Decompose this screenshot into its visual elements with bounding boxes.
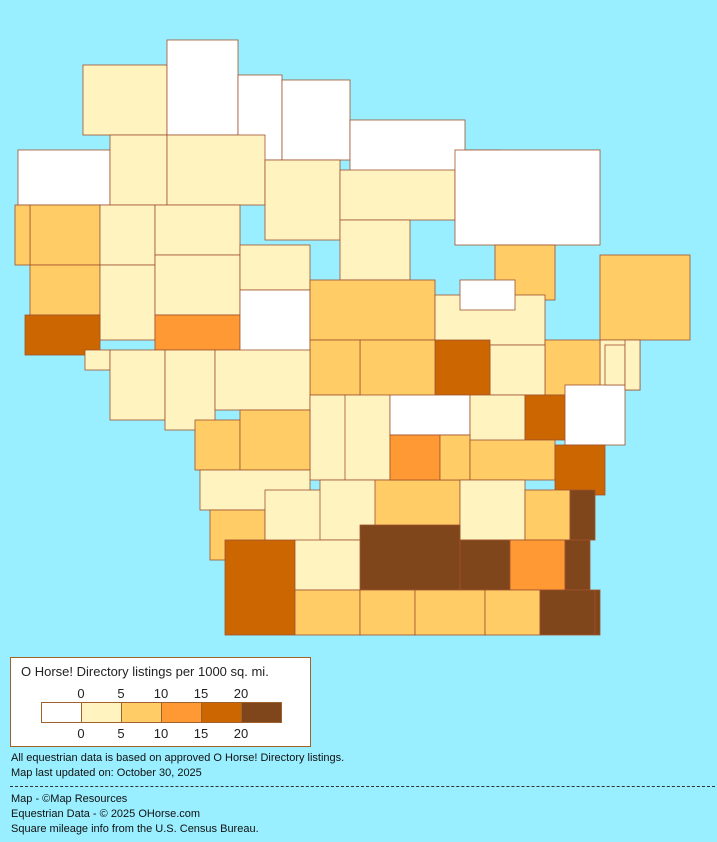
legend-tick-label: 15	[193, 686, 209, 701]
county-region[interactable]	[84, 349, 111, 371]
county-region[interactable]	[454, 149, 601, 246]
county-region[interactable]	[224, 539, 296, 636]
county-region[interactable]	[154, 204, 241, 256]
legend-tick-label: 20	[233, 726, 249, 741]
county-region[interactable]	[309, 339, 361, 396]
legend-tick-label: 15	[193, 726, 209, 741]
county-region[interactable]	[99, 204, 156, 266]
county-region[interactable]	[359, 339, 436, 401]
county-region[interactable]	[239, 409, 311, 471]
county-region[interactable]	[524, 489, 571, 541]
county-region[interactable]	[564, 384, 626, 446]
legend-color-bar	[41, 702, 282, 723]
county-region[interactable]	[17, 149, 111, 206]
county-region[interactable]	[109, 349, 166, 421]
county-region[interactable]	[389, 434, 441, 481]
county-region[interactable]	[604, 344, 626, 386]
county-region[interactable]	[439, 434, 471, 481]
county-region[interactable]	[339, 219, 411, 281]
legend-tick-label: 0	[77, 686, 85, 701]
map-credit: Map - ©Map Resources	[11, 793, 128, 805]
county-region[interactable]	[29, 204, 101, 266]
county-region[interactable]	[214, 349, 311, 411]
county-region[interactable]	[554, 444, 606, 496]
county-region[interactable]	[594, 589, 601, 636]
county-region[interactable]	[339, 169, 456, 221]
county-region[interactable]	[99, 264, 156, 341]
data-source-note: All equestrian data is based on approved…	[11, 752, 345, 764]
county-region[interactable]	[539, 589, 596, 636]
county-region[interactable]	[414, 589, 486, 636]
county-region[interactable]	[459, 279, 516, 311]
county-region[interactable]	[82, 64, 168, 136]
county-region[interactable]	[434, 339, 491, 401]
county-region[interactable]	[459, 479, 526, 541]
legend-swatch	[82, 703, 122, 722]
divider	[10, 786, 715, 787]
county-region[interactable]	[294, 589, 361, 636]
county-region[interactable]	[109, 134, 168, 206]
county-region[interactable]	[294, 539, 361, 591]
county-region[interactable]	[24, 314, 101, 356]
county-region[interactable]	[164, 349, 216, 431]
legend-swatch	[162, 703, 202, 722]
county-region[interactable]	[469, 394, 526, 446]
county-region[interactable]	[489, 344, 546, 396]
county-region[interactable]	[599, 254, 691, 341]
county-region[interactable]	[564, 539, 591, 591]
county-region[interactable]	[484, 589, 541, 636]
county-region[interactable]	[309, 394, 351, 481]
county-region[interactable]	[389, 394, 471, 436]
county-region[interactable]	[569, 489, 596, 541]
legend-tick-label: 5	[117, 686, 125, 701]
county-region[interactable]	[344, 394, 391, 481]
county-region[interactable]	[154, 254, 241, 316]
county-region[interactable]	[166, 134, 266, 206]
county-region[interactable]	[309, 279, 436, 341]
county-region[interactable]	[281, 79, 351, 161]
county-region[interactable]	[166, 39, 239, 136]
county-region[interactable]	[374, 479, 461, 531]
legend-tick-label: 10	[153, 686, 169, 701]
county-region[interactable]	[524, 394, 566, 441]
legend-swatch	[242, 703, 281, 722]
data-credit: Equestrian Data - © 2025 OHorse.com	[11, 808, 201, 820]
county-region[interactable]	[349, 119, 466, 176]
legend-tick-label: 20	[233, 686, 249, 701]
census-credit: Square mileage info from the U.S. Census…	[11, 823, 259, 835]
county-region[interactable]	[194, 419, 241, 471]
county-region[interactable]	[359, 524, 461, 591]
county-region[interactable]	[469, 439, 556, 481]
legend-swatch	[122, 703, 162, 722]
county-region[interactable]	[29, 264, 101, 316]
last-updated-note: Map last updated on: October 30, 2025	[11, 767, 202, 779]
county-region[interactable]	[264, 159, 341, 241]
county-region[interactable]	[509, 539, 566, 591]
legend-tick-label: 0	[77, 726, 85, 741]
county-region[interactable]	[239, 244, 311, 291]
county-region[interactable]	[14, 204, 31, 266]
county-region[interactable]	[624, 339, 641, 391]
county-region[interactable]	[359, 589, 416, 636]
legend: O Horse! Directory listings per 1000 sq.…	[10, 657, 311, 747]
legend-title: O Horse! Directory listings per 1000 sq.…	[21, 664, 269, 679]
legend-swatch	[202, 703, 242, 722]
legend-tick-label: 10	[153, 726, 169, 741]
legend-tick-label: 5	[117, 726, 125, 741]
legend-swatch	[42, 703, 82, 722]
county-region[interactable]	[459, 539, 511, 591]
county-region[interactable]	[154, 314, 241, 351]
wisconsin-county-map	[14, 39, 691, 636]
